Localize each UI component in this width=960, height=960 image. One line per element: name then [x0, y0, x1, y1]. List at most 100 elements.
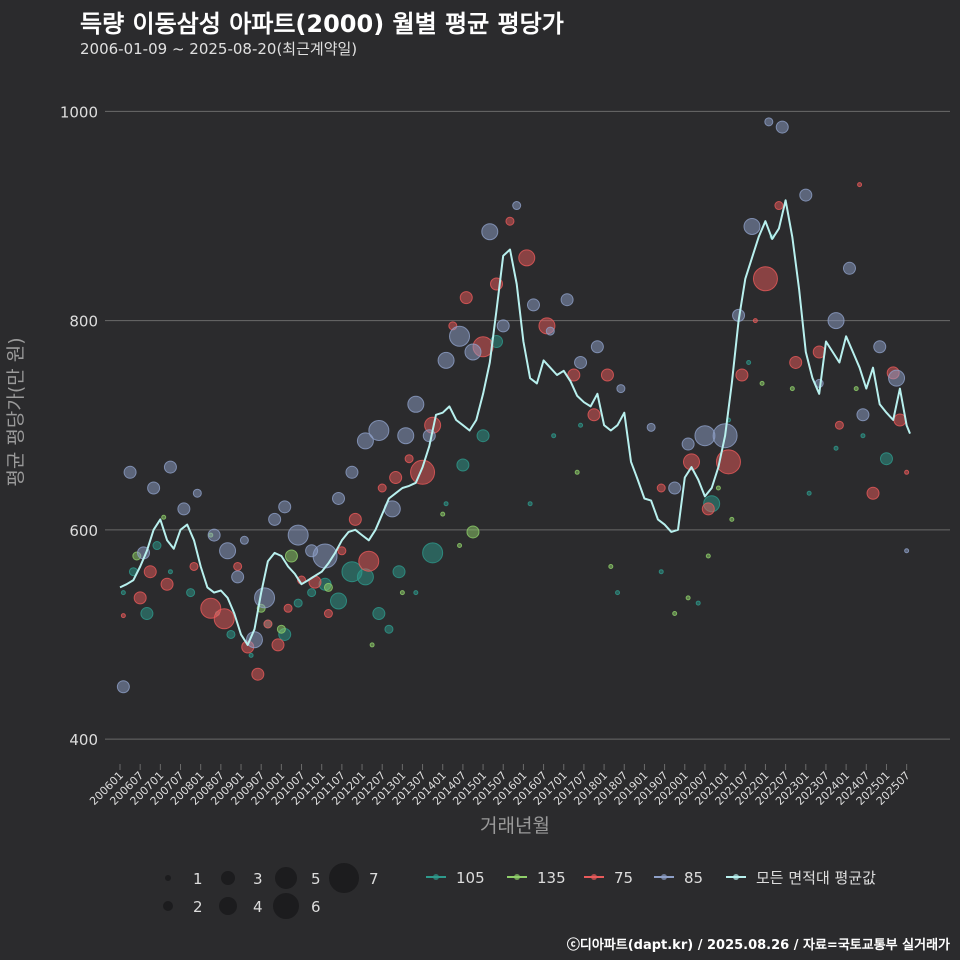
scatter-point-75 — [587, 408, 601, 422]
axis-layer: 4006008001000200601200607200701200707200… — [60, 103, 913, 807]
legend-series-marker-105 — [433, 874, 439, 880]
grid-layer — [105, 110, 950, 740]
scatter-point-75 — [715, 449, 741, 475]
scatter-point-75 — [263, 619, 273, 629]
scatter-point-135 — [715, 485, 721, 491]
scatter-point-85 — [397, 427, 415, 445]
scatter-point-75 — [857, 182, 863, 188]
scatter-point-85 — [116, 680, 130, 694]
scatter-point-75 — [567, 368, 581, 382]
legend-size-label: 4 — [253, 898, 263, 916]
scatter-point-75 — [866, 486, 880, 500]
scatter-point-105 — [384, 624, 394, 634]
scatter-point-75 — [143, 565, 157, 579]
scatter-point-75 — [834, 420, 844, 430]
scatter-point-105 — [578, 422, 584, 428]
scatter-point-75 — [505, 216, 515, 226]
scatter-point-85 — [449, 325, 471, 347]
scatter-point-85 — [904, 548, 910, 554]
scatter-point-135 — [759, 380, 765, 386]
legend-size-marker — [329, 863, 359, 893]
scatter-point-75 — [120, 613, 126, 619]
scatter-point-75 — [348, 512, 362, 526]
scatter-point-105 — [695, 600, 701, 606]
scatter-point-105 — [152, 541, 162, 551]
scatter-point-75 — [271, 638, 285, 652]
scatter-point-85 — [496, 319, 510, 333]
legend-size-marker — [273, 893, 299, 919]
scatter-point-75 — [189, 561, 199, 571]
legend-size-marker — [275, 867, 297, 889]
scatter-point-85 — [464, 343, 482, 361]
y-tick-label: 1000 — [60, 103, 98, 121]
scatter-point-75 — [377, 483, 387, 493]
scatter-point-105 — [746, 359, 752, 365]
legend-series-label-105: 105 — [456, 869, 485, 887]
scatter-point-105 — [476, 429, 490, 443]
chart-title: 득량 이동삼성 아파트(2000) 월별 평균 평당가 — [80, 10, 564, 38]
scatter-point-135 — [457, 543, 463, 549]
scatter-point-85 — [512, 201, 522, 211]
scatter-point-135 — [466, 525, 480, 539]
scatter-point-105 — [413, 590, 419, 596]
y-tick-label: 800 — [69, 313, 98, 331]
scatter-point-135 — [276, 624, 286, 634]
scatter-point-85 — [743, 217, 761, 235]
scatter-point-85 — [345, 465, 359, 479]
scatter-point-85 — [123, 465, 137, 479]
scatter-point-105 — [443, 501, 449, 507]
scatter-point-85 — [888, 369, 906, 387]
y-axis-label: 평균 평당가(만 원) — [5, 337, 27, 486]
scatter-point-75 — [283, 603, 293, 613]
scatter-point-135 — [323, 582, 333, 592]
scatter-point-135 — [705, 553, 711, 559]
scatter-point-75 — [410, 459, 436, 485]
scatter-point-85 — [560, 293, 574, 307]
scatter-point-85 — [231, 570, 245, 584]
scatter-point-75 — [213, 608, 235, 630]
scatter-point-105 — [860, 433, 866, 439]
scatter-point-75 — [358, 550, 380, 572]
legend-series-label-135: 135 — [537, 869, 566, 887]
scatter-point-75 — [233, 561, 243, 571]
scatter-point-135 — [672, 611, 678, 617]
legend-size-marker — [221, 871, 235, 885]
scatter-point-105 — [167, 569, 173, 575]
scatter-point-85 — [239, 535, 249, 545]
scatter-point-85 — [799, 188, 813, 202]
scatter-point-85 — [668, 481, 682, 495]
scatter-point-85 — [526, 298, 540, 312]
scatter-point-85 — [278, 500, 292, 514]
scatter-point-85 — [192, 488, 202, 498]
scatter-point-85 — [764, 117, 774, 127]
footer-credit: ⓒ디아파트(dapt.kr) / 2025.08.26 / 자료=국토교통부 실… — [566, 938, 950, 953]
scatter-point-85 — [856, 408, 870, 422]
scatter-point-75 — [682, 453, 700, 471]
scatter-point-105 — [615, 590, 621, 596]
scatter-point-85 — [177, 502, 191, 516]
scatter-point-85 — [590, 340, 604, 354]
scatter-point-105 — [422, 542, 444, 564]
scatter-point-105 — [226, 629, 236, 639]
scatter-point-75 — [251, 667, 265, 681]
scatter-point-75 — [904, 469, 910, 475]
scatter-point-105 — [307, 588, 317, 598]
x-axis-label: 거래년월 — [480, 815, 550, 837]
scatter-point-105 — [120, 590, 126, 596]
scatter-point-85 — [574, 355, 588, 369]
legend-series-label-avg: 모든 면적대 평균값 — [756, 869, 876, 887]
scatter-point-85 — [332, 491, 346, 505]
scatter-point-75 — [752, 318, 758, 324]
scatter-point-75 — [160, 577, 174, 591]
scatter-point-105 — [879, 452, 893, 466]
scatter-point-135 — [574, 469, 580, 475]
legend-series-marker-85 — [661, 874, 667, 880]
scatter-point-105 — [527, 501, 533, 507]
legend-series-marker-75 — [591, 874, 597, 880]
scatter-point-75 — [133, 591, 147, 605]
scatter-point-105 — [248, 652, 254, 658]
scatter-point-135 — [440, 511, 446, 517]
scatter-point-85 — [545, 326, 555, 336]
scatter-point-105 — [551, 433, 557, 439]
legend-size-label: 7 — [369, 870, 379, 888]
